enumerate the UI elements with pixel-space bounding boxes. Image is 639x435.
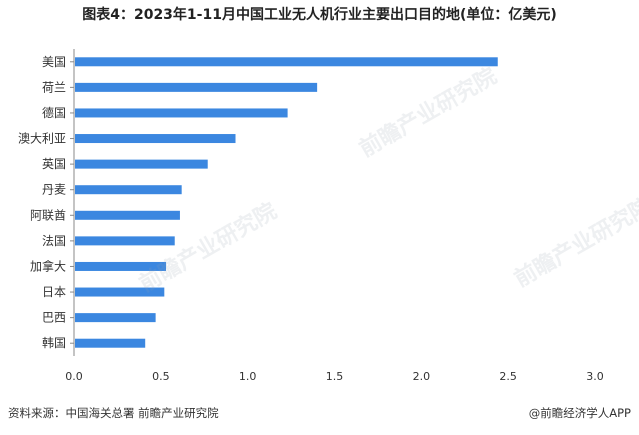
x-tick-label: 2.0	[413, 370, 431, 383]
y-tick-label: 韩国	[42, 335, 66, 350]
y-tick-label: 澳大利亚	[18, 132, 66, 146]
bar	[75, 338, 146, 348]
y-tick-label: 德国	[42, 105, 66, 120]
x-tick-label: 3.0	[586, 370, 604, 383]
x-tick-label: 0.0	[65, 370, 83, 383]
y-tick-label: 丹麦	[42, 183, 66, 197]
bar	[75, 57, 498, 67]
y-tick-label: 英国	[42, 157, 66, 171]
bar	[75, 210, 180, 220]
y-tick-label: 巴西	[42, 311, 66, 325]
y-tick-label: 阿联酋	[30, 207, 66, 222]
y-tick-label: 法国	[42, 234, 66, 248]
bar	[75, 185, 182, 195]
y-tick-label: 美国	[42, 55, 66, 69]
bar	[75, 108, 288, 118]
bar	[75, 159, 208, 169]
brand-label: @前瞻经济学人APP	[528, 406, 631, 420]
bar	[75, 236, 175, 246]
bar	[75, 134, 236, 144]
bar	[75, 287, 165, 297]
x-tick-label: 2.5	[499, 370, 517, 383]
bar	[75, 313, 156, 323]
bar	[75, 82, 318, 92]
bar	[75, 261, 167, 271]
chart-title: 图表4：2023年1-11月中国工业无人机行业主要出口目的地(单位：亿美元)	[82, 7, 557, 23]
x-tick-label: 1.0	[239, 370, 257, 383]
y-tick-label: 荷兰	[42, 80, 66, 94]
y-tick-label: 日本	[42, 285, 66, 299]
x-tick-label: 0.5	[152, 370, 170, 383]
x-tick-label: 1.5	[326, 370, 344, 383]
source-note: 资料来源：中国海关总署 前瞻产业研究院	[8, 406, 219, 420]
y-tick-label: 加拿大	[30, 258, 66, 273]
